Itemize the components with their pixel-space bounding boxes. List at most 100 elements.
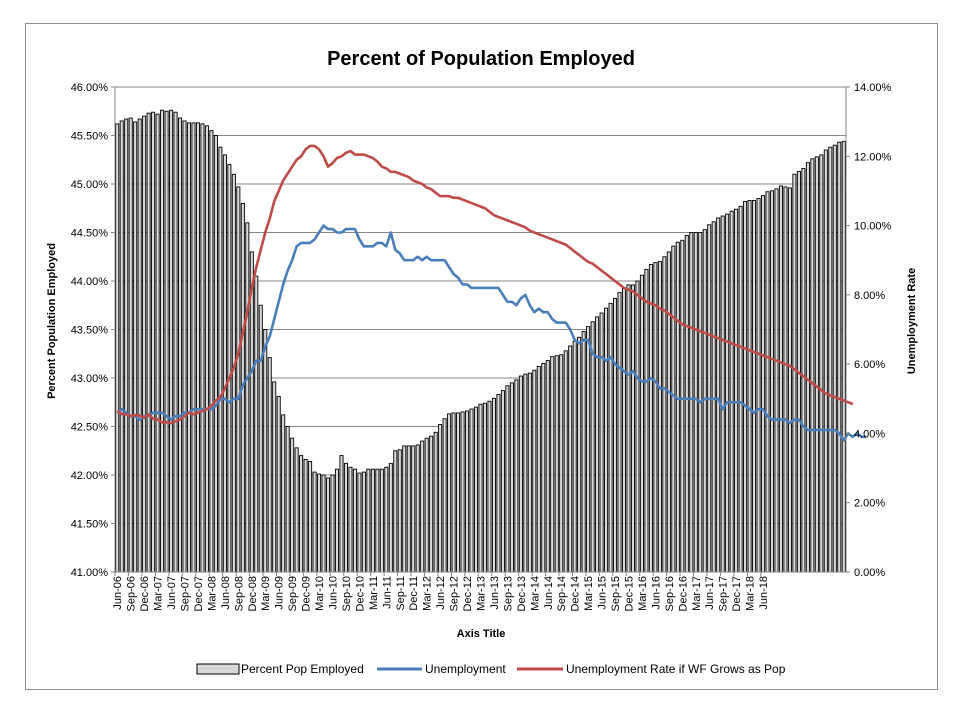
bar — [832, 144, 837, 573]
x-tick-label: Jun-17 — [704, 576, 716, 610]
x-tick-label: Dec-06 — [139, 576, 151, 611]
x-tick-label: Sep-17 — [718, 576, 730, 611]
bar — [747, 200, 752, 573]
bar — [711, 221, 716, 573]
left-axis-label: Percent Population Employed — [46, 243, 58, 399]
bar — [326, 477, 331, 573]
bar — [671, 245, 676, 573]
x-tick-label: Mar-14 — [529, 576, 541, 611]
left-tick-label: 46.00% — [71, 82, 109, 94]
bar — [330, 474, 335, 573]
bar — [115, 123, 120, 573]
x-tick-label: Sep-09 — [287, 576, 299, 611]
x-tick-label: Jun-14 — [543, 576, 555, 610]
right-tick-label: 10.00% — [854, 221, 892, 233]
right-tick-label: 8.00% — [854, 290, 885, 302]
bar — [648, 264, 653, 573]
bar — [142, 115, 147, 573]
bar — [675, 241, 680, 573]
x-tick-label: Sep-13 — [502, 576, 514, 611]
bar — [352, 468, 357, 573]
bar — [393, 450, 398, 573]
left-tick-label: 45.00% — [71, 179, 109, 191]
bar — [164, 110, 169, 573]
bar — [693, 232, 698, 573]
bar — [518, 375, 523, 573]
bar — [218, 146, 223, 573]
bar — [267, 357, 272, 573]
bar — [684, 234, 689, 573]
bar — [738, 205, 743, 573]
legend-swatch-bars — [196, 663, 240, 675]
bar — [370, 468, 375, 573]
right-tick-label: 14.00% — [854, 82, 892, 94]
bar — [128, 117, 133, 573]
right-tick-label: 0.00% — [854, 567, 885, 579]
right-tick-label: 2.00% — [854, 498, 885, 510]
bar — [572, 340, 577, 573]
bar — [496, 394, 501, 573]
x-tick-label: Mar-11 — [368, 576, 380, 610]
x-tick-label: Mar-08 — [206, 576, 218, 611]
bar — [554, 355, 559, 573]
bar — [509, 382, 514, 573]
x-tick-label: Mar-10 — [314, 576, 326, 611]
bar — [769, 190, 775, 573]
bar — [563, 350, 568, 573]
bar — [783, 186, 788, 573]
bar — [263, 329, 268, 573]
x-tick-label: Sep-10 — [341, 576, 353, 611]
bar — [222, 154, 227, 573]
bar — [245, 222, 250, 573]
bar — [680, 239, 685, 573]
bar — [801, 168, 806, 573]
bar — [837, 141, 842, 573]
chart-title: Percent of Population Employed — [327, 48, 635, 70]
bar — [361, 471, 366, 573]
bar — [621, 287, 627, 573]
left-tick-label: 41.00% — [71, 567, 109, 579]
legend-label-wf-rate: Unemployment Rate if WF Grows as Pop — [566, 662, 786, 676]
bar — [366, 468, 371, 573]
bar — [388, 462, 393, 573]
bar — [397, 449, 402, 573]
bar — [644, 268, 649, 573]
bar — [254, 275, 259, 573]
bar — [662, 256, 667, 573]
bar — [133, 121, 138, 573]
x-axis-label: Axis Title — [457, 628, 506, 640]
bar — [451, 412, 456, 573]
legend: Percent Pop Employed Unemployment Unempl… — [196, 662, 786, 676]
bar — [778, 185, 783, 573]
bar — [828, 146, 833, 573]
bar — [765, 191, 770, 573]
bar — [119, 120, 124, 573]
x-tick-label: Jun-07 — [166, 576, 178, 610]
bar — [729, 210, 734, 573]
x-tick-label: Jun-06 — [112, 576, 124, 610]
x-tick-label: Jun-09 — [274, 576, 286, 610]
bar — [317, 473, 322, 573]
bar — [734, 208, 739, 573]
x-tick-label: Sep-06 — [126, 576, 138, 611]
bar — [191, 122, 196, 573]
bar — [456, 412, 461, 573]
bar — [752, 200, 757, 573]
x-tick-label: Dec-10 — [354, 576, 366, 611]
bar — [294, 447, 299, 573]
x-axis-ticks: Jun-06 Sep-06 Dec-06 Mar-07 Jun-07 Sep-07 Dec-… — [112, 572, 770, 611]
bar — [617, 292, 622, 573]
bar — [639, 274, 644, 573]
x-tick-label: Dec-15 — [624, 576, 636, 611]
bar — [805, 162, 810, 573]
bar — [465, 410, 470, 573]
bar — [186, 122, 192, 573]
bar — [420, 440, 425, 573]
x-tick-label: Sep-16 — [664, 576, 676, 611]
bar — [146, 112, 151, 573]
x-tick-label: Mar-15 — [583, 576, 595, 611]
x-tick-label: Jun-11 — [381, 576, 393, 609]
x-tick-label: Dec-07 — [193, 576, 205, 611]
right-axis-label: Unemployment Rate — [906, 268, 918, 374]
bar — [424, 437, 429, 573]
